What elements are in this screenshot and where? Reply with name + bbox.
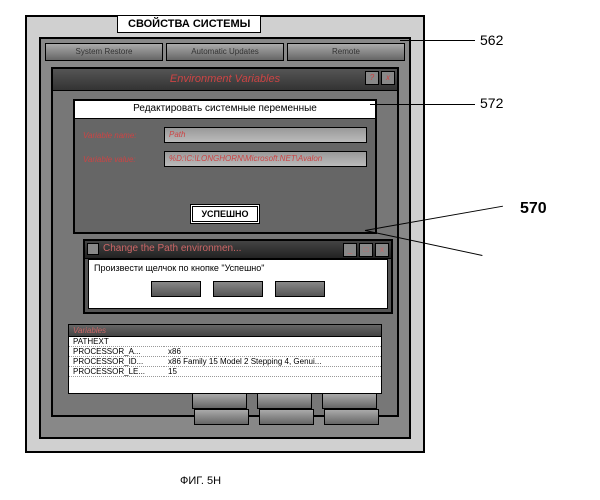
environment-variables-window: Environment Variables ? x Редактировать … — [51, 67, 399, 417]
popup-button-1[interactable] — [151, 281, 201, 297]
system-properties-frame: СВОЙСТВА СИСТЕМЫ System Restore Automati… — [25, 15, 425, 453]
popup-title-text: Change the Path environmen... — [103, 243, 241, 254]
tab-automatic-updates[interactable]: Automatic Updates — [166, 43, 284, 61]
system-properties-title: СВОЙСТВА СИСТЕМЫ — [117, 15, 261, 33]
sysprop-bottom-buttons — [194, 409, 379, 425]
popup-app-icon — [87, 243, 99, 255]
env-window-controls: ? x — [365, 71, 395, 85]
env-titlebar: Environment Variables ? x — [53, 69, 397, 91]
callout-line-572 — [370, 104, 475, 105]
env-button-1[interactable] — [192, 393, 247, 409]
callout-570: 570 — [520, 200, 547, 218]
var-list-header: Variables — [69, 325, 381, 337]
callout-line-562 — [400, 40, 475, 41]
minimize-icon[interactable]: _ — [343, 243, 357, 257]
instruction-popup: Change the Path environmen... _ □ x Прои… — [83, 239, 393, 314]
popup-button-3[interactable] — [275, 281, 325, 297]
maximize-icon[interactable]: □ — [359, 243, 373, 257]
callout-572: 572 — [480, 95, 503, 111]
tab-remote[interactable]: Remote — [287, 43, 405, 61]
callout-562: 562 — [480, 32, 503, 48]
close-icon[interactable]: x — [381, 71, 395, 85]
table-row[interactable]: PROCESSOR_ID...x86 Family 15 Model 2 Ste… — [69, 357, 381, 367]
system-variables-list[interactable]: Variables PATHEXT PROCESSOR_A...x86 PROC… — [68, 324, 382, 394]
variable-value-label: Variable value: — [83, 155, 158, 164]
variable-name-input[interactable]: Path — [164, 127, 367, 143]
edit-title: Редактировать системные переменные — [75, 101, 375, 119]
env-button-3[interactable] — [322, 393, 377, 409]
env-bottom-buttons — [192, 393, 377, 409]
table-row[interactable]: PATHEXT — [69, 337, 381, 347]
close-icon[interactable]: x — [375, 243, 389, 257]
system-properties-inner: System Restore Automatic Updates Remote … — [39, 37, 411, 439]
variable-name-row: Variable name: Path — [83, 127, 367, 143]
variable-name-label: Variable name: — [83, 131, 158, 140]
edit-system-variable-window: Редактировать системные переменные Varia… — [73, 99, 377, 234]
popup-button-row — [94, 281, 382, 297]
popup-window-controls: _ □ x — [343, 243, 389, 257]
variable-value-input[interactable]: %D:\C:\LONGHORN\Microsoft.NET\Avalon — [164, 151, 367, 167]
popup-titlebar: Change the Path environmen... _ □ x — [85, 241, 391, 259]
apply-button[interactable] — [324, 409, 379, 425]
env-title-text: Environment Variables — [170, 73, 280, 85]
table-row[interactable]: PROCESSOR_LE...15 — [69, 367, 381, 377]
help-icon[interactable]: ? — [365, 71, 379, 85]
table-row[interactable]: PROCESSOR_A...x86 — [69, 347, 381, 357]
tab-bar: System Restore Automatic Updates Remote — [45, 43, 405, 61]
figure-label: ФИГ. 5H — [180, 475, 221, 487]
tab-system-restore[interactable]: System Restore — [45, 43, 163, 61]
cancel-button[interactable] — [259, 409, 314, 425]
env-button-2[interactable] — [257, 393, 312, 409]
popup-instruction-text: Произвести щелчок по кнопке "Успешно" — [94, 263, 382, 273]
variable-value-row: Variable value: %D:\C:\LONGHORN\Microsof… — [83, 151, 367, 167]
var-table: PATHEXT PROCESSOR_A...x86 PROCESSOR_ID..… — [69, 337, 381, 377]
popup-body: Произвести щелчок по кнопке "Успешно" — [88, 259, 388, 309]
popup-button-2[interactable] — [213, 281, 263, 297]
ok-button[interactable] — [194, 409, 249, 425]
success-button[interactable]: УСПЕШНО — [190, 204, 260, 224]
